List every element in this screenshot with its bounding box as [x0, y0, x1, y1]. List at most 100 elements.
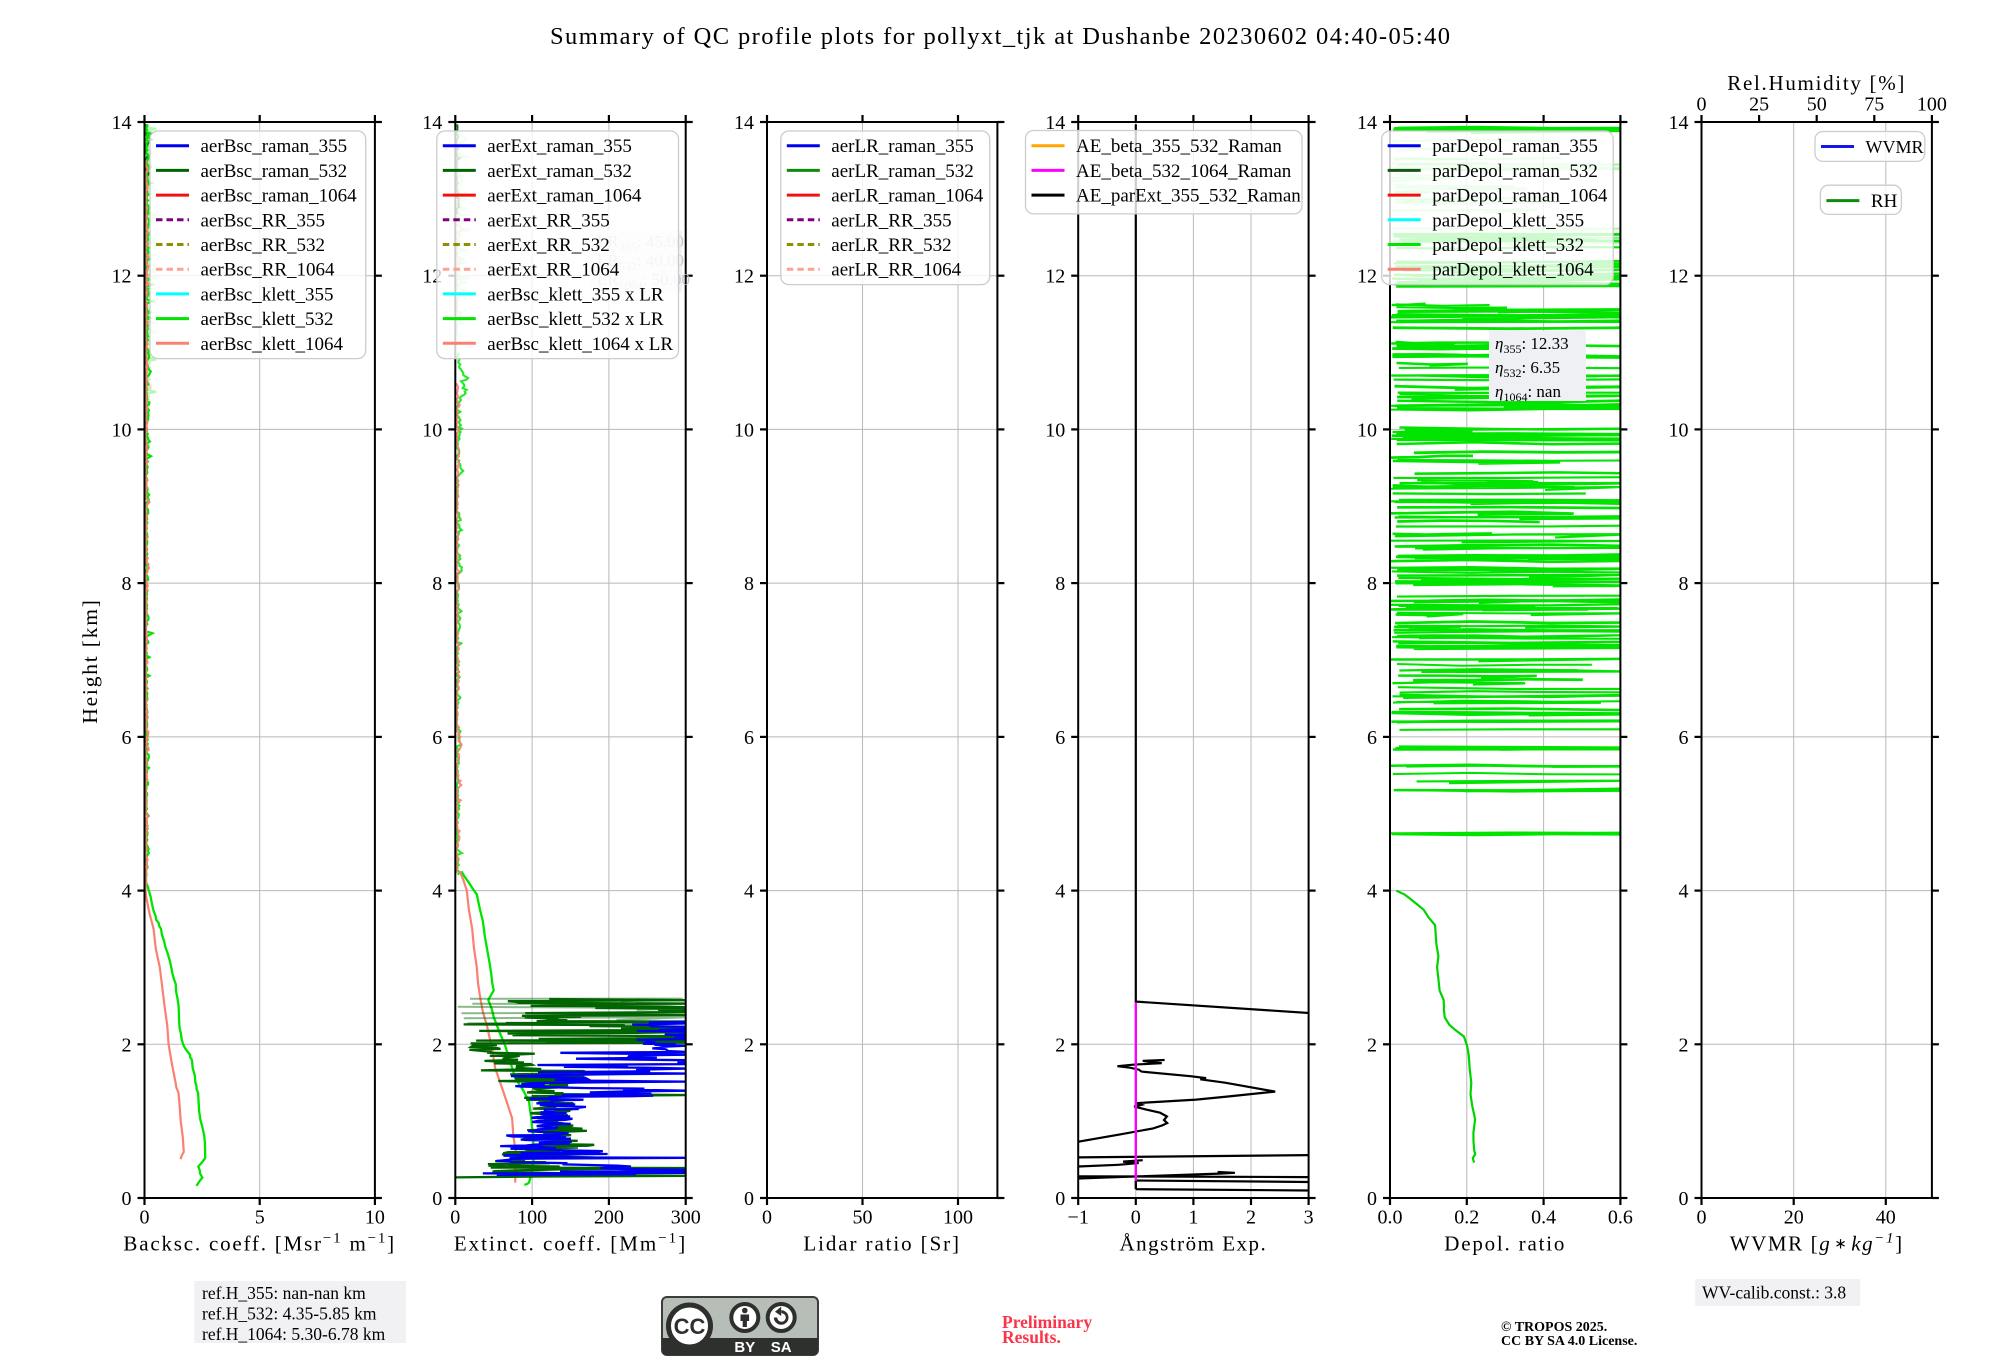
svg-text:12: 12 — [1357, 266, 1377, 288]
svg-text:aerBsc_raman_355: aerBsc_raman_355 — [201, 136, 348, 157]
svg-text:100: 100 — [1917, 94, 1947, 116]
svg-text:aerExt_RR_355: aerExt_RR_355 — [487, 210, 609, 231]
svg-text:0: 0 — [1131, 1207, 1141, 1229]
svg-text:Rel.Humidity [%]: Rel.Humidity [%] — [1727, 71, 1906, 95]
svg-text:η1064: nan: η1064: nan — [1495, 382, 1561, 404]
svg-text:5: 5 — [255, 1207, 265, 1229]
svg-text:Backsc. coeff. [Msr−1 m−1]: Backsc. coeff. [Msr−1 m−1] — [123, 1231, 396, 1256]
svg-text:12: 12 — [734, 266, 754, 288]
svg-text:50: 50 — [853, 1207, 873, 1229]
svg-text:aerExt_RR_1064: aerExt_RR_1064 — [487, 260, 619, 281]
svg-text:aerBsc_klett_355: aerBsc_klett_355 — [201, 284, 334, 305]
svg-text:parDepol_klett_1064: parDepol_klett_1064 — [1432, 260, 1594, 281]
svg-text:25: 25 — [1749, 94, 1769, 116]
svg-text:0.4: 0.4 — [1531, 1207, 1556, 1229]
svg-text:parDepol_klett_532: parDepol_klett_532 — [1432, 235, 1584, 256]
svg-text:aerLR_raman_355: aerLR_raman_355 — [831, 136, 973, 157]
svg-text:Results.: Results. — [1002, 1327, 1061, 1347]
svg-text:2: 2 — [1367, 1034, 1377, 1056]
svg-text:40: 40 — [1876, 1207, 1896, 1229]
svg-text:parDepol_raman_1064: parDepol_raman_1064 — [1432, 186, 1608, 207]
svg-text:η532: 6.35: η532: 6.35 — [1495, 358, 1560, 380]
svg-text:0: 0 — [1697, 1207, 1707, 1229]
svg-text:2: 2 — [1055, 1034, 1065, 1056]
svg-text:0: 0 — [1367, 1188, 1377, 1210]
svg-text:8: 8 — [122, 573, 132, 595]
svg-text:ref.H_1064: 5.30-6.78 km: ref.H_1064: 5.30-6.78 km — [202, 1324, 386, 1344]
svg-text:10: 10 — [1669, 419, 1689, 441]
svg-text:8: 8 — [1055, 573, 1065, 595]
svg-text:aerBsc_RR_1064: aerBsc_RR_1064 — [201, 260, 336, 281]
svg-text:50: 50 — [1807, 94, 1827, 116]
svg-text:0: 0 — [450, 1207, 460, 1229]
svg-text:0: 0 — [122, 1188, 132, 1210]
svg-text:aerBsc_RR_355: aerBsc_RR_355 — [201, 210, 326, 231]
svg-text:ref.H_355: nan-nan km: ref.H_355: nan-nan km — [202, 1283, 366, 1303]
svg-text:parDepol_raman_532: parDepol_raman_532 — [1432, 161, 1598, 182]
svg-text:aerBsc_raman_1064: aerBsc_raman_1064 — [201, 186, 358, 207]
svg-text:14: 14 — [1357, 112, 1377, 134]
svg-text:3: 3 — [1304, 1207, 1314, 1229]
svg-text:100: 100 — [517, 1207, 547, 1229]
svg-text:aerBsc_raman_532: aerBsc_raman_532 — [201, 161, 348, 182]
svg-text:10: 10 — [1045, 419, 1065, 441]
svg-text:−1: −1 — [1068, 1207, 1089, 1229]
svg-text:BY: BY — [734, 1339, 755, 1356]
svg-text:aerExt_raman_1064: aerExt_raman_1064 — [487, 186, 642, 207]
svg-text:aerBsc_klett_532 x LR: aerBsc_klett_532 x LR — [487, 309, 664, 330]
svg-text:14: 14 — [1669, 112, 1689, 134]
svg-text:4: 4 — [432, 881, 442, 903]
svg-text:100: 100 — [943, 1207, 973, 1229]
svg-text:0: 0 — [762, 1207, 772, 1229]
svg-text:CC: CC — [674, 1314, 706, 1339]
svg-text:parDepol_klett_355: parDepol_klett_355 — [1432, 210, 1584, 231]
svg-text:WV-calib.const.: 3.8: WV-calib.const.: 3.8 — [1702, 1283, 1846, 1303]
svg-text:Depol. ratio: Depol. ratio — [1444, 1232, 1566, 1256]
svg-text:12: 12 — [1045, 266, 1065, 288]
svg-text:AE_parExt_355_532_Raman: AE_parExt_355_532_Raman — [1076, 186, 1301, 207]
svg-text:0: 0 — [1697, 94, 1707, 116]
svg-text:RH: RH — [1871, 191, 1898, 212]
svg-text:Ångström Exp.: Ångström Exp. — [1119, 1232, 1267, 1256]
svg-text:Extinct. coeff. [Mm−1]: Extinct. coeff. [Mm−1] — [454, 1231, 687, 1256]
svg-text:8: 8 — [1367, 573, 1377, 595]
svg-text:10: 10 — [422, 419, 442, 441]
svg-text:6: 6 — [744, 727, 754, 749]
svg-text:14: 14 — [112, 112, 132, 134]
svg-text:14: 14 — [734, 112, 754, 134]
svg-text:1: 1 — [1188, 1207, 1198, 1229]
svg-text:aerLR_RR_532: aerLR_RR_532 — [831, 235, 951, 256]
svg-text:0.6: 0.6 — [1608, 1207, 1633, 1229]
svg-text:Lidar ratio [Sr]: Lidar ratio [Sr] — [803, 1232, 961, 1256]
svg-text:0.2: 0.2 — [1454, 1207, 1479, 1229]
svg-text:4: 4 — [1367, 881, 1377, 903]
svg-text:aerExt_raman_355: aerExt_raman_355 — [487, 136, 632, 157]
svg-text:AE_beta_532_1064_Raman: AE_beta_532_1064_Raman — [1076, 161, 1292, 182]
svg-text:12: 12 — [1669, 266, 1689, 288]
svg-text:14: 14 — [1045, 112, 1065, 134]
svg-text:75: 75 — [1864, 94, 1884, 116]
svg-text:8: 8 — [1679, 573, 1689, 595]
svg-text:2: 2 — [744, 1034, 754, 1056]
svg-text:10: 10 — [734, 419, 754, 441]
svg-text:2: 2 — [432, 1034, 442, 1056]
svg-text:SA: SA — [771, 1339, 792, 1356]
svg-text:4: 4 — [744, 881, 754, 903]
svg-text:4: 4 — [122, 881, 132, 903]
svg-text:20: 20 — [1784, 1207, 1804, 1229]
svg-text:2: 2 — [1246, 1207, 1256, 1229]
svg-text:4: 4 — [1679, 881, 1689, 903]
svg-text:0: 0 — [744, 1188, 754, 1210]
svg-text:0.0: 0.0 — [1378, 1207, 1403, 1229]
svg-text:aerBsc_klett_1064: aerBsc_klett_1064 — [201, 334, 344, 355]
svg-text:aerLR_RR_1064: aerLR_RR_1064 — [831, 260, 961, 281]
svg-text:8: 8 — [432, 573, 442, 595]
svg-text:η355: 12.33: η355: 12.33 — [1495, 334, 1569, 356]
svg-text:6: 6 — [1679, 727, 1689, 749]
svg-text:aerBsc_klett_532: aerBsc_klett_532 — [201, 309, 334, 330]
svg-text:0: 0 — [432, 1188, 442, 1210]
svg-text:6: 6 — [1367, 727, 1377, 749]
svg-text:4: 4 — [1055, 881, 1065, 903]
svg-text:aerLR_raman_532: aerLR_raman_532 — [831, 161, 973, 182]
svg-text:10: 10 — [1357, 419, 1377, 441]
